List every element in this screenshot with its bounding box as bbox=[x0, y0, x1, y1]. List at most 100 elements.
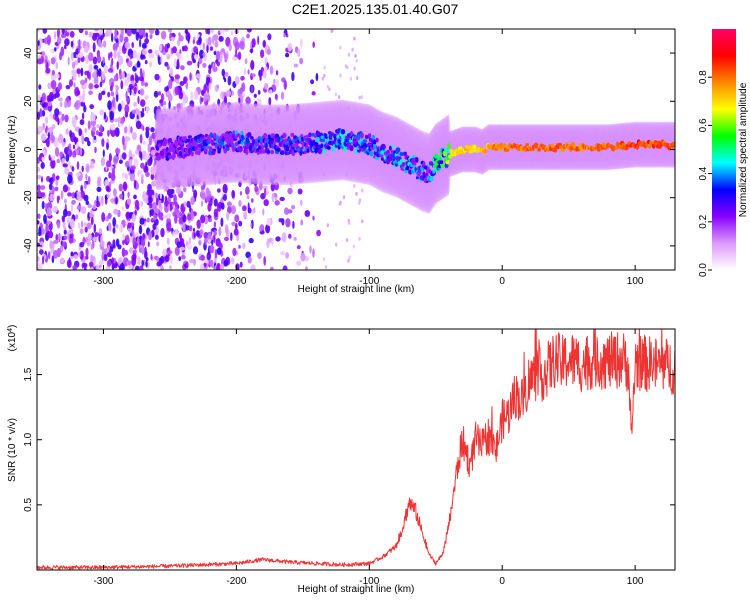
noise-point bbox=[193, 259, 196, 266]
noise-point bbox=[101, 138, 105, 147]
noise-point bbox=[178, 256, 182, 261]
noise-point bbox=[43, 214, 47, 224]
noise-point bbox=[83, 264, 87, 270]
noise-point bbox=[222, 183, 228, 194]
ridge-point bbox=[465, 144, 469, 149]
noise-point bbox=[198, 240, 202, 246]
noise-point bbox=[49, 240, 53, 249]
ridge-point bbox=[432, 169, 436, 174]
noise-point bbox=[112, 227, 116, 234]
ridge-point bbox=[550, 143, 555, 149]
noise-point bbox=[186, 200, 191, 208]
noise-point bbox=[250, 198, 254, 203]
noise-point bbox=[74, 136, 77, 145]
noise-point bbox=[208, 64, 212, 70]
ridge-point bbox=[231, 143, 235, 149]
noise-point bbox=[234, 41, 240, 51]
noise-point bbox=[105, 185, 110, 192]
noise-point bbox=[152, 213, 157, 221]
colorbar-label: Normalized spectral amplitude bbox=[738, 82, 749, 217]
noise-point bbox=[88, 52, 94, 62]
noise-point bbox=[296, 245, 301, 250]
noise-point bbox=[139, 134, 143, 144]
ridge-point bbox=[375, 137, 379, 143]
noise-point bbox=[78, 29, 84, 34]
noise-point bbox=[182, 94, 188, 103]
ridge-point bbox=[216, 135, 220, 139]
noise-point bbox=[129, 158, 133, 167]
ridge-point bbox=[322, 148, 327, 154]
noise-point bbox=[134, 265, 140, 270]
snr-ytick-label: 1.5 bbox=[23, 367, 34, 381]
noise-point bbox=[41, 92, 47, 103]
noise-point bbox=[44, 116, 49, 125]
noise-point bbox=[351, 47, 354, 52]
noise-point bbox=[185, 81, 189, 90]
noise-point bbox=[67, 160, 71, 167]
noise-point bbox=[41, 103, 47, 108]
noise-point bbox=[84, 128, 87, 133]
noise-point bbox=[115, 148, 121, 154]
noise-point bbox=[121, 71, 125, 80]
noise-point bbox=[122, 233, 126, 241]
noise-point bbox=[117, 103, 122, 112]
noise-point bbox=[101, 90, 106, 96]
noise-point bbox=[201, 200, 204, 207]
noise-point bbox=[64, 167, 70, 175]
noise-point bbox=[107, 252, 112, 258]
noise-point bbox=[218, 226, 222, 237]
noise-point bbox=[189, 72, 192, 81]
ridge-point bbox=[170, 144, 174, 149]
noise-point bbox=[165, 254, 170, 262]
noise-point bbox=[115, 197, 118, 205]
noise-point bbox=[48, 154, 51, 161]
noise-point bbox=[209, 217, 213, 223]
noise-point bbox=[135, 120, 142, 130]
noise-point bbox=[216, 247, 222, 255]
noise-point bbox=[107, 68, 114, 73]
ridge-point bbox=[157, 143, 162, 148]
noise-point bbox=[114, 29, 118, 38]
noise-point bbox=[125, 211, 131, 219]
noise-point bbox=[166, 189, 172, 196]
noise-point bbox=[224, 77, 227, 83]
ridge-point bbox=[429, 176, 434, 182]
ridge-point bbox=[317, 148, 323, 155]
noise-point bbox=[162, 248, 167, 258]
noise-point bbox=[94, 29, 99, 32]
noise-point bbox=[87, 176, 91, 185]
noise-point bbox=[155, 197, 159, 206]
noise-point bbox=[83, 222, 88, 227]
noise-point bbox=[242, 242, 246, 249]
spectrogram-xtick-label: 0 bbox=[499, 276, 505, 287]
noise-point bbox=[266, 238, 270, 249]
noise-point bbox=[305, 266, 308, 270]
ridge-point bbox=[399, 159, 403, 164]
noise-point bbox=[80, 67, 84, 77]
noise-point bbox=[92, 56, 98, 65]
noise-point bbox=[283, 207, 289, 215]
noise-point bbox=[165, 90, 171, 98]
noise-point bbox=[139, 88, 145, 96]
noise-point bbox=[198, 256, 202, 261]
ridge-point bbox=[215, 138, 219, 143]
noise-point bbox=[271, 238, 274, 245]
noise-point bbox=[45, 137, 50, 148]
ridge-point bbox=[439, 160, 444, 165]
noise-point bbox=[114, 127, 120, 137]
noise-point bbox=[54, 147, 60, 157]
noise-point bbox=[89, 104, 95, 110]
noise-point bbox=[96, 55, 102, 64]
noise-point bbox=[150, 173, 155, 181]
noise-point bbox=[192, 59, 196, 64]
noise-point bbox=[115, 89, 118, 95]
ridge-point bbox=[250, 136, 254, 140]
noise-point bbox=[176, 241, 182, 248]
noise-point bbox=[353, 66, 356, 71]
noise-point bbox=[172, 231, 175, 237]
noise-point bbox=[300, 199, 303, 207]
noise-point bbox=[63, 198, 67, 204]
noise-point bbox=[176, 58, 180, 69]
noise-point bbox=[280, 91, 285, 100]
noise-point bbox=[78, 39, 81, 50]
